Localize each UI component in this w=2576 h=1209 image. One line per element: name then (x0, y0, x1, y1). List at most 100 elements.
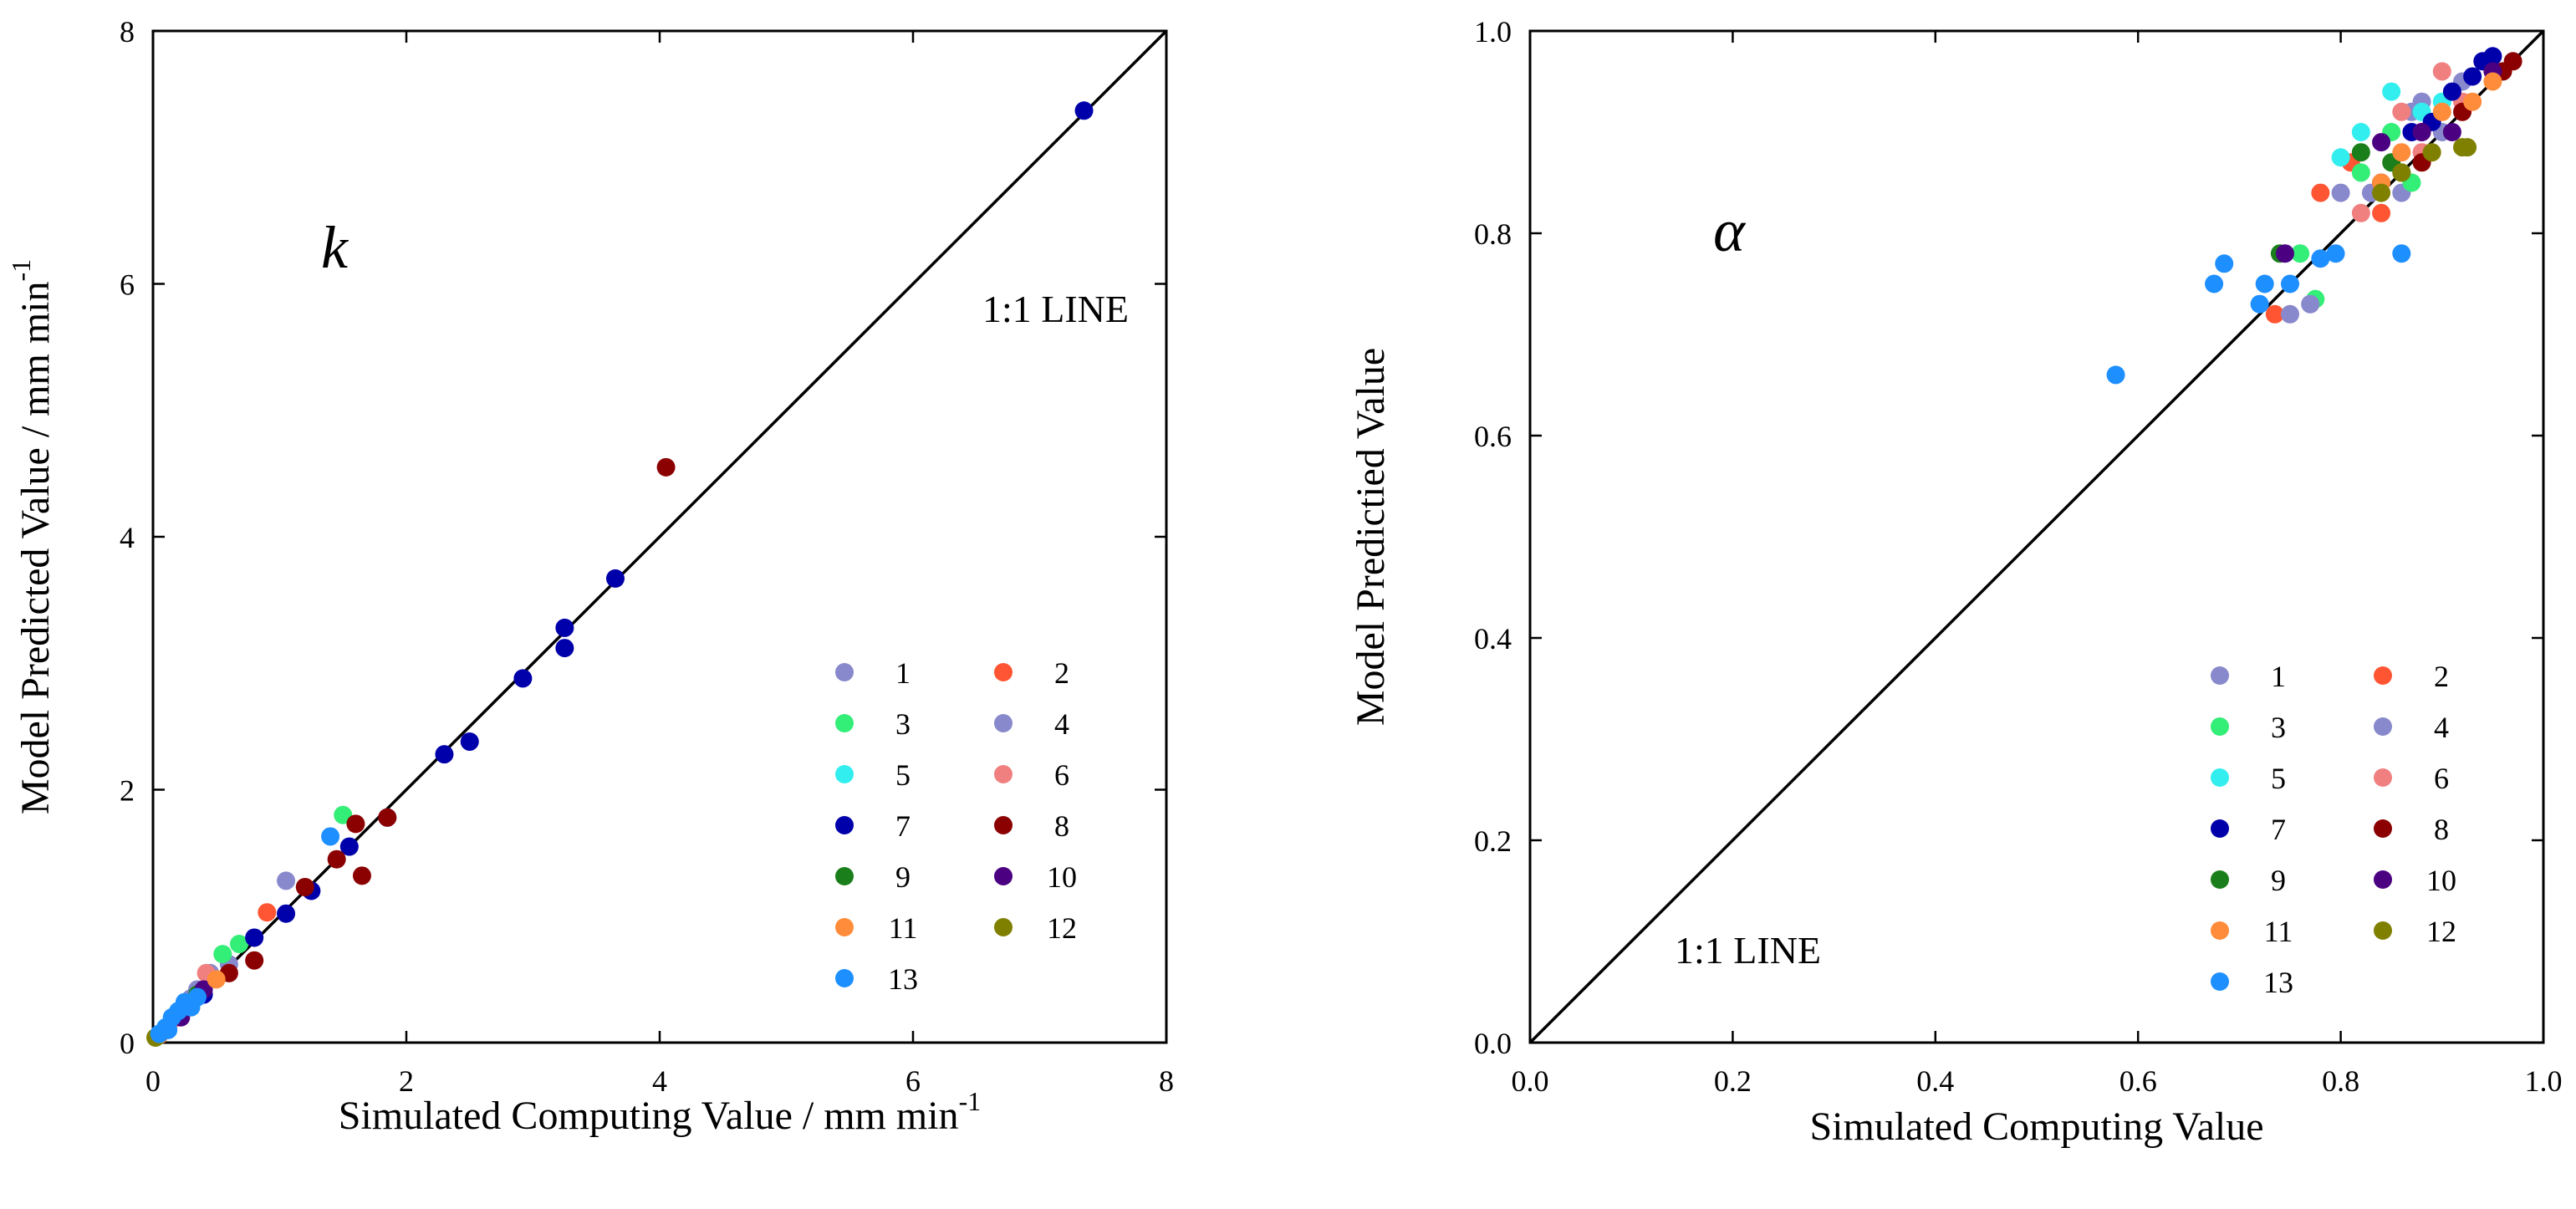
data-point-series-13 (2205, 274, 2224, 293)
legend-label: 7 (895, 809, 911, 843)
legend-label: 8 (1054, 809, 1069, 843)
data-point-series-7 (339, 837, 359, 856)
legend-label: 10 (1047, 860, 1077, 894)
data-point-series-8 (352, 866, 371, 885)
data-point-series-11 (207, 970, 226, 989)
legend-label: 1 (895, 656, 911, 690)
legend-marker-8 (2374, 819, 2392, 838)
data-point-series-10 (2275, 244, 2294, 263)
legend-label: 9 (2271, 864, 2286, 897)
data-point-series-11 (2483, 72, 2502, 91)
data-point-series-10 (2442, 123, 2461, 141)
data-point-series-2 (2372, 203, 2391, 222)
data-point-series-8 (378, 808, 397, 827)
data-point-series-13 (2250, 294, 2269, 314)
x-tick-label: 4 (652, 1064, 667, 1098)
legend-marker-10 (2374, 870, 2392, 889)
data-point-series-3 (2291, 244, 2310, 263)
data-point-series-2 (2265, 304, 2284, 324)
legend-marker-7 (2211, 819, 2229, 838)
y-axis-title-text: Model Predicted Value / mm min (13, 281, 58, 814)
x-tick-label: 0 (145, 1064, 161, 1098)
data-point-series-13 (321, 827, 340, 846)
data-point-series-7 (277, 904, 296, 923)
legend-marker-9 (835, 867, 854, 885)
legend-marker-6 (2374, 768, 2392, 787)
legend-label: 9 (895, 860, 911, 894)
legend-label: 6 (1054, 758, 1069, 792)
x-tick-label: 0.2 (1714, 1064, 1752, 1098)
legend-marker-11 (835, 918, 854, 936)
data-point-series-13 (2392, 244, 2411, 263)
legend-marker-2 (2374, 666, 2392, 685)
data-point-series-4 (2301, 294, 2320, 314)
data-point-series-6 (2351, 203, 2370, 222)
legend-marker-1 (2211, 666, 2229, 685)
data-point-series-11 (2432, 102, 2451, 121)
legend-label: 11 (889, 911, 918, 945)
data-point-series-8 (245, 951, 264, 970)
legend-label: 10 (2426, 864, 2456, 897)
x-tick-label: 0.6 (2119, 1064, 2157, 1098)
legend-label: 13 (2263, 966, 2293, 999)
legend-label: 2 (1054, 656, 1069, 690)
legend-label: 5 (895, 758, 911, 792)
legend-marker-12 (994, 918, 1013, 936)
data-point-series-7 (460, 732, 479, 752)
legend-marker-5 (835, 765, 854, 783)
data-point-series-3 (2351, 163, 2370, 182)
y-axis-title-text: Model Predictied Value (1349, 348, 1393, 726)
legend-marker-8 (994, 816, 1013, 834)
data-point-series-6 (2392, 102, 2411, 121)
data-point-series-13 (2255, 274, 2274, 293)
data-point-series-13 (2106, 365, 2125, 385)
data-point-series-3 (230, 935, 249, 954)
alpha-scatter-panel: 0.0 0.2 0.4 0.6 0.8 1.0 0.0 0.2 0.4 0.6 0.8 1.0 α 1:1… (1349, 15, 2563, 1149)
data-point-series-4 (2281, 304, 2299, 324)
legend-marker-1 (835, 663, 854, 681)
data-point-series-7 (605, 569, 625, 588)
legend-marker-11 (2211, 921, 2229, 940)
x-axis-title: Simulated Computing Value / mm min-1 (339, 1086, 981, 1138)
data-point-series-13 (2281, 274, 2299, 293)
y-tick-label: 6 (120, 268, 135, 302)
x-axis-title: Simulated Computing Value (1809, 1104, 2263, 1149)
y-tick-label: 0 (120, 1027, 135, 1060)
x-tick-label: 1.0 (2525, 1064, 2563, 1098)
legend-marker-7 (835, 816, 854, 834)
legend-marker-9 (2211, 870, 2229, 889)
data-point-series-9 (2351, 143, 2370, 162)
data-point-series-11 (2392, 143, 2411, 162)
panel-label: k (321, 214, 349, 281)
y-tick-label: 0.0 (1474, 1027, 1512, 1060)
data-point-series-3 (213, 945, 232, 964)
data-point-series-12 (2422, 143, 2441, 162)
y-axis-title: Model Predicted Value / mm min-1 (6, 259, 58, 814)
y-tick-label: 4 (120, 521, 135, 554)
x-axis-title-superscript: -1 (959, 1086, 982, 1116)
y-tick-label: 1.0 (1474, 15, 1512, 48)
data-point-series-12 (2372, 183, 2391, 202)
data-point-series-13 (2311, 249, 2330, 268)
data-point-series-8 (346, 814, 365, 834)
data-point-series-5 (2331, 148, 2350, 167)
x-tick-label: 0.8 (2322, 1064, 2359, 1098)
data-point-series-8 (327, 849, 346, 869)
data-point-series-8 (656, 457, 676, 477)
data-point-series-7 (245, 928, 264, 947)
y-tick-label: 0.4 (1474, 622, 1512, 656)
data-point-series-1 (277, 871, 296, 890)
x-tick-label: 8 (1159, 1064, 1174, 1098)
data-point-series-6 (2432, 62, 2451, 81)
ref-line-label: 1:1 LINE (982, 288, 1129, 330)
legend-marker-6 (994, 765, 1013, 783)
plot-frame (1528, 29, 2545, 1044)
legend-marker-13 (835, 969, 854, 987)
one-to-one-line (1528, 29, 2545, 1044)
data-point-series-7 (555, 639, 574, 658)
data-point-series-7 (1074, 101, 1094, 120)
legend-label: 3 (2271, 711, 2286, 744)
y-axis-title-superscript: -1 (6, 259, 36, 282)
legend-label: 6 (2434, 762, 2449, 795)
